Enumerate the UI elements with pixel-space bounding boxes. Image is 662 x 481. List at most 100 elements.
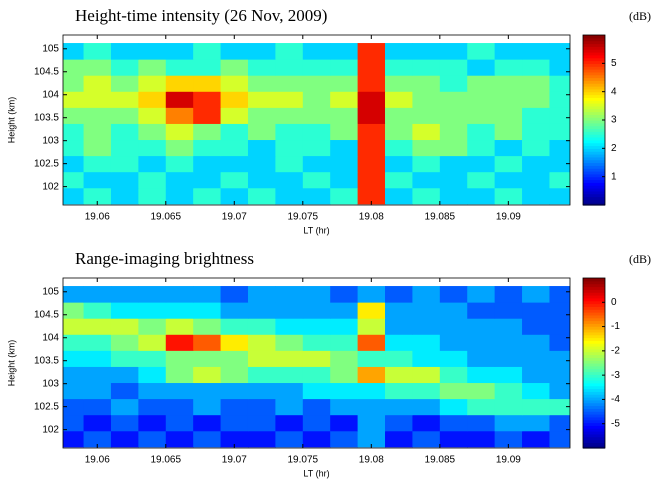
cell — [275, 123, 304, 141]
cell — [549, 43, 570, 60]
cell — [83, 350, 112, 367]
cell — [247, 187, 276, 205]
colorbar-step — [583, 162, 605, 166]
cell — [193, 366, 222, 384]
cell — [247, 366, 276, 384]
cell — [330, 75, 359, 92]
cell — [138, 59, 167, 76]
cell — [110, 350, 139, 367]
cell — [412, 286, 441, 303]
colorbar-tick-label: -5 — [611, 418, 620, 429]
colorbar-step — [583, 371, 605, 375]
cell — [302, 302, 331, 319]
cell — [110, 334, 139, 351]
cell — [220, 139, 249, 157]
colorbar-step — [583, 40, 605, 45]
cell — [63, 286, 85, 303]
cell — [302, 286, 331, 303]
cell — [330, 430, 359, 448]
cell — [467, 334, 496, 351]
colorbar-step — [583, 165, 605, 169]
cell — [494, 350, 523, 367]
cell — [357, 366, 386, 384]
cell — [494, 123, 523, 141]
cell — [63, 366, 85, 384]
cell — [110, 75, 139, 92]
colorbar-step — [583, 380, 605, 384]
cell — [549, 91, 570, 108]
cell — [357, 430, 386, 448]
colorbar-step — [583, 128, 605, 132]
cell — [385, 107, 413, 124]
cell — [63, 350, 85, 367]
cell — [439, 286, 468, 303]
cell — [549, 75, 570, 92]
cell — [385, 414, 413, 432]
cell — [467, 302, 496, 319]
cell — [330, 302, 359, 319]
colorbar-tick-label: -1 — [611, 321, 620, 332]
cell — [83, 59, 112, 76]
cell — [549, 286, 570, 303]
cell — [467, 139, 496, 157]
cell — [275, 430, 304, 448]
cell — [63, 414, 85, 432]
cell — [357, 171, 386, 189]
cell — [412, 302, 441, 319]
cell — [138, 187, 167, 205]
colorbar-step — [583, 283, 605, 288]
cell — [302, 318, 331, 335]
cell — [494, 334, 523, 351]
cell — [247, 350, 276, 367]
colorbar-frame — [582, 277, 606, 449]
cell — [549, 398, 570, 416]
cell — [63, 171, 85, 189]
colorbar-tick-label: 3 — [611, 115, 617, 126]
x-tick-label: 19.09 — [496, 455, 521, 466]
colorbar-step — [583, 94, 605, 98]
cell — [83, 171, 112, 189]
colorbar-tick-label: 5 — [611, 58, 617, 69]
cell — [467, 171, 496, 189]
cell — [193, 350, 222, 367]
colorbar-step — [583, 326, 605, 330]
colorbar-step — [583, 306, 605, 310]
cell — [165, 43, 194, 60]
cell — [385, 43, 413, 60]
cell — [522, 382, 550, 400]
y-tick-label: 102.5 — [34, 401, 59, 412]
cell — [330, 139, 359, 157]
colorbar-step — [583, 145, 605, 149]
colorbar-step — [583, 156, 605, 161]
colorbar-step — [583, 37, 605, 42]
colorbar-step — [583, 131, 605, 135]
cell — [330, 334, 359, 351]
cell — [412, 139, 441, 157]
cell — [138, 286, 167, 303]
colorbar-step — [583, 60, 605, 64]
cell — [522, 398, 550, 416]
cell — [63, 75, 85, 92]
cell — [275, 382, 304, 400]
cell — [357, 350, 386, 367]
cell — [439, 139, 468, 157]
cell — [302, 123, 331, 141]
cell — [494, 414, 523, 432]
cell — [439, 430, 468, 448]
cell — [193, 187, 222, 205]
colorbar-step — [583, 278, 605, 282]
cell — [247, 302, 276, 319]
cell — [330, 43, 359, 60]
cell — [165, 123, 194, 141]
colorbar-step — [583, 188, 605, 192]
cell — [302, 414, 331, 432]
cell — [412, 382, 441, 400]
cell — [549, 155, 570, 173]
colorbar-step — [583, 35, 605, 39]
cell — [138, 382, 167, 400]
colorbar-step — [583, 134, 605, 138]
cell — [412, 430, 441, 448]
colorbar-step — [583, 416, 605, 421]
cell — [357, 91, 386, 108]
colorbar-step — [583, 80, 605, 84]
